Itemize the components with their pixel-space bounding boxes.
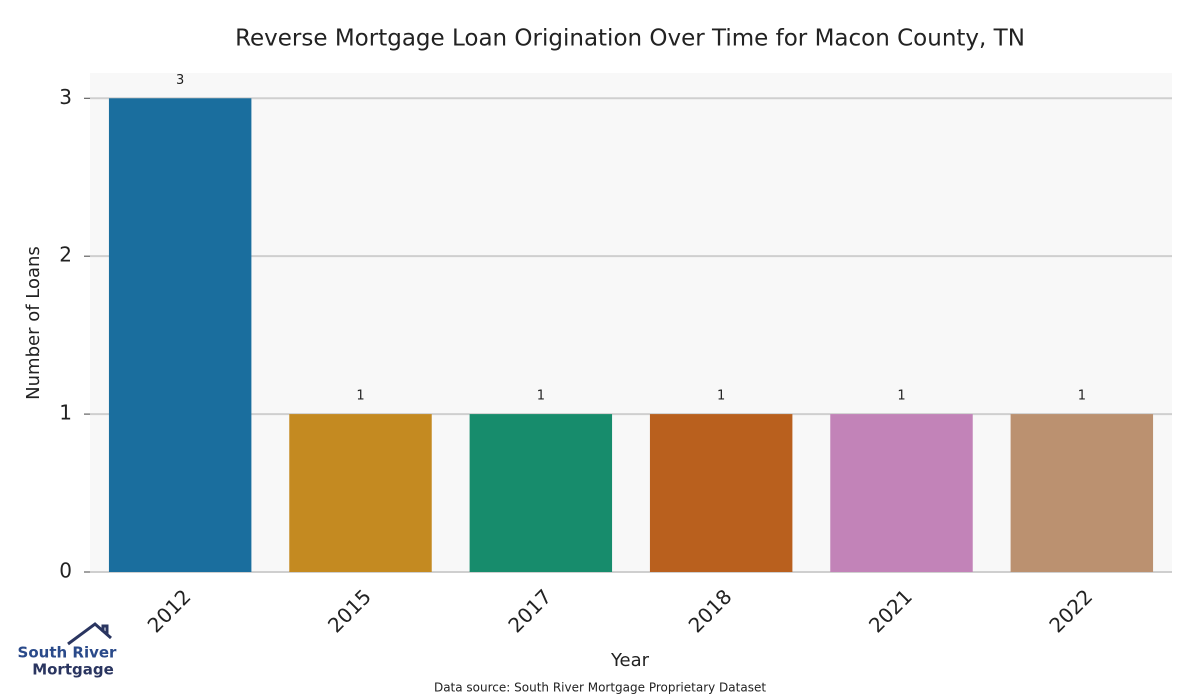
x-axis-label: Year	[610, 650, 650, 671]
y-tick-label: 2	[59, 243, 72, 267]
bar	[1010, 414, 1154, 572]
x-tick-label: 2015	[323, 584, 376, 637]
data-label: 1	[356, 389, 364, 404]
logo-roof	[67, 622, 112, 646]
y-tick-label: 1	[59, 401, 72, 425]
bar	[830, 414, 973, 572]
bar	[108, 98, 252, 573]
data-label: 1	[1078, 389, 1086, 404]
x-tick-label: 2018	[684, 584, 737, 637]
chart-title: Reverse Mortgage Loan Origination Over T…	[235, 26, 1025, 52]
bar	[649, 414, 793, 572]
x-tick-label: 2022	[1044, 584, 1097, 637]
y-tick-label: 3	[59, 85, 72, 109]
source-note: Data source: South River Mortgage Propri…	[434, 681, 766, 695]
x-tick-label: 2012	[143, 584, 196, 637]
x-tick-label: 2021	[864, 584, 917, 637]
logo-text: Mortgage	[32, 661, 114, 679]
bar	[289, 414, 432, 572]
bar	[469, 414, 613, 572]
x-tick-label: 2017	[503, 584, 556, 637]
y-axis-label: Number of Loans	[23, 246, 44, 400]
data-label: 1	[537, 389, 545, 404]
data-label: 1	[717, 389, 725, 404]
data-label: 1	[897, 389, 905, 404]
y-tick-label: 0	[59, 559, 72, 583]
data-label: 3	[176, 73, 184, 88]
plot-background	[90, 73, 1172, 572]
logo-text: South River	[18, 644, 118, 662]
logo: South River Mortgage	[18, 622, 118, 679]
